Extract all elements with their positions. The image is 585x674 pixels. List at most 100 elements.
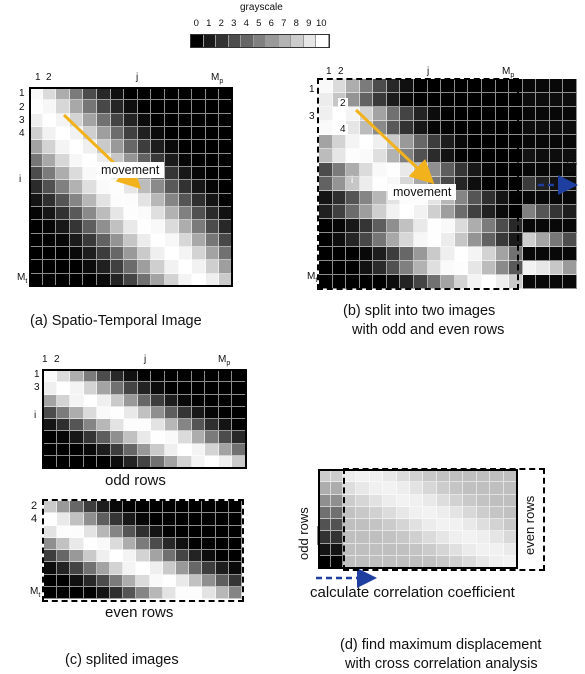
pixel-cell	[137, 370, 152, 383]
pixel-cell	[414, 79, 428, 93]
pixel-cell	[164, 443, 179, 456]
pixel-cell	[549, 163, 564, 177]
pixel-cell	[149, 513, 163, 526]
pixel-cell	[441, 79, 455, 93]
pixel-cell	[427, 107, 442, 121]
pixel-cell	[175, 501, 190, 514]
pixel-cell	[124, 419, 138, 432]
pixel-cell	[29, 100, 43, 114]
pixel-cell	[162, 586, 176, 599]
row-label-3: 3	[19, 115, 25, 126]
pixel-cell	[427, 233, 442, 247]
pixel-cell	[481, 191, 496, 205]
pixel-cell	[549, 275, 564, 289]
spatio-temporal-grid	[29, 87, 233, 287]
pixel-cell	[436, 506, 451, 519]
pixel-cell	[136, 574, 150, 587]
pixel-cell	[151, 126, 165, 141]
pixel-cell	[56, 180, 70, 194]
row-label-1: 1	[309, 84, 315, 95]
pixel-cell	[522, 275, 537, 289]
pixel-cell	[414, 135, 428, 149]
pixel-cell	[468, 163, 482, 177]
pixel-cell	[386, 205, 401, 219]
pixel-cell	[356, 506, 370, 519]
pixel-cell	[83, 537, 97, 550]
pixel-cell	[192, 220, 206, 234]
pixel-cell	[427, 219, 442, 233]
pixel-cell	[373, 233, 387, 247]
pixel-cell	[192, 180, 206, 194]
pixel-cell	[192, 153, 206, 167]
pixel-cell	[495, 79, 510, 93]
pixel-cell	[481, 79, 496, 93]
pixel-cell	[191, 419, 206, 432]
pixel-cell	[509, 219, 523, 233]
pixel-cell	[165, 113, 179, 127]
pixel-cell	[124, 246, 138, 261]
pixel-cell	[44, 525, 58, 538]
pixel-cell	[319, 149, 333, 163]
pixel-cell	[441, 107, 455, 121]
pixel-cell	[123, 574, 137, 587]
pixel-cell	[346, 233, 360, 247]
pixel-cell	[29, 246, 43, 261]
pixel-cell	[110, 246, 125, 261]
pixel-cell	[192, 113, 206, 127]
pixel-cell	[109, 550, 124, 563]
row-label-4: 4	[19, 128, 25, 139]
pixel-cell	[563, 233, 577, 247]
pixel-cell	[356, 494, 370, 507]
pixel-cell	[228, 537, 242, 550]
pixel-cell	[29, 113, 43, 127]
pixel-cell	[70, 525, 84, 538]
pixel-cell	[83, 233, 97, 247]
pixel-cell	[522, 79, 537, 93]
pixel-cell	[450, 519, 464, 532]
pixel-cell	[383, 531, 397, 544]
pixel-cell	[83, 431, 98, 444]
pixel-cell	[319, 519, 331, 532]
pixel-cell	[136, 550, 150, 563]
pixel-cell	[346, 93, 360, 107]
pixel-cell	[563, 135, 577, 149]
pixel-cell	[202, 574, 216, 587]
pixel-cell	[454, 205, 469, 219]
pixel-cell	[110, 443, 125, 456]
pixel-cell	[29, 180, 43, 194]
pixel-cell	[468, 261, 482, 275]
pixel-cell	[522, 121, 537, 135]
pixel-cell	[165, 140, 179, 154]
pixel-cell	[319, 531, 331, 544]
pixel-cell	[137, 419, 152, 432]
split-label: split	[562, 148, 577, 172]
pixel-cell	[346, 149, 360, 163]
pixel-cell	[319, 135, 333, 149]
legend-tick: 10	[315, 18, 327, 29]
pixel-cell	[69, 233, 84, 247]
pixel-cell	[536, 93, 550, 107]
pixel-cell	[423, 506, 437, 519]
pixel-cell	[149, 525, 163, 538]
pixel-cell	[509, 261, 523, 275]
pixel-cell	[218, 370, 233, 383]
pixel-cell	[536, 219, 550, 233]
legend-swatch	[228, 35, 241, 47]
pixel-cell	[215, 513, 229, 526]
pixel-cell	[359, 135, 374, 149]
pixel-cell	[70, 431, 84, 444]
pixel-cell	[356, 482, 370, 495]
pixel-cell	[454, 247, 469, 261]
even-rows-label: even rows	[105, 604, 174, 621]
pixel-cell	[69, 260, 84, 274]
pixel-cell	[414, 247, 428, 261]
pixel-cell	[164, 370, 179, 383]
pixel-cell	[436, 519, 451, 532]
odd-rows-grid	[43, 370, 246, 468]
pixel-cell	[110, 87, 125, 101]
pixel-cell	[441, 247, 455, 261]
row-label-3: 3	[309, 111, 315, 122]
pixel-cell	[164, 431, 179, 444]
pixel-cell	[110, 220, 125, 234]
pixel-cell	[441, 219, 455, 233]
